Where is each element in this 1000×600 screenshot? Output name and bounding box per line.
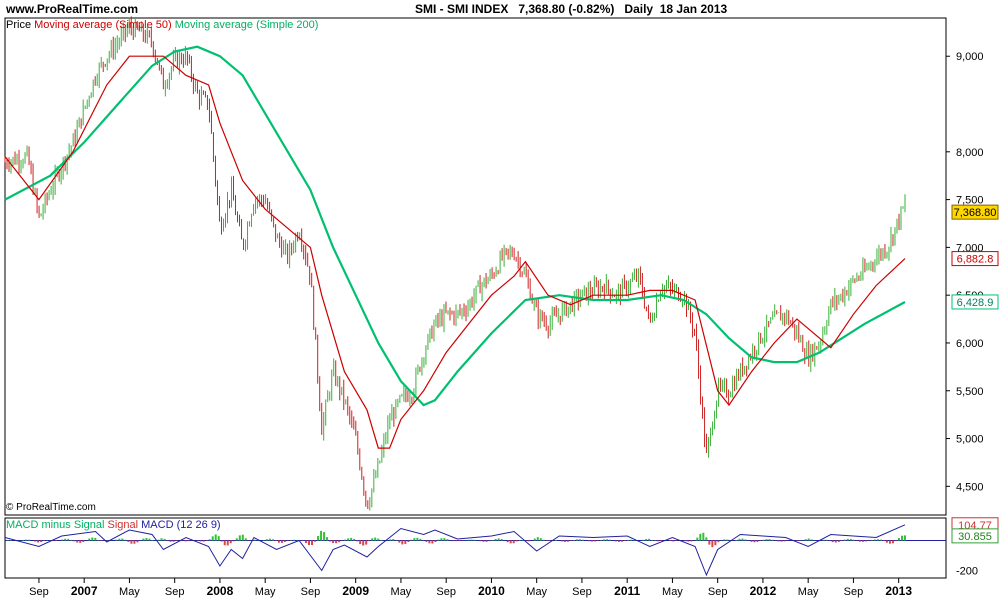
price-candles	[4, 16, 906, 511]
price-legend: Price Moving average (Simple 50) Moving …	[6, 19, 318, 31]
last-ma200-tag-box	[951, 294, 999, 310]
last-price-tag: 7,368.80	[954, 207, 997, 219]
x-tick-label: May	[255, 586, 276, 598]
x-tick-label: 2010	[478, 584, 505, 598]
x-tick-label: May	[119, 586, 140, 598]
price-y-axis: 9,0008,0007,5007,0006,5006,0005,5005,000…	[946, 51, 984, 493]
legend-ma50: Moving average (Simple 50)	[34, 19, 172, 31]
last-ma200-tag: 6,428.9	[957, 297, 994, 309]
x-tick-label: 2011	[614, 584, 640, 598]
copyright-label: © ProRealTime.com	[6, 502, 96, 513]
x-tick-label: Sep	[436, 586, 456, 598]
x-tick-label: May	[526, 586, 547, 598]
legend-macd: MACD (12 26 9)	[141, 519, 221, 531]
x-tick-label: 2013	[885, 584, 912, 598]
y-tick-label: 9,000	[956, 51, 984, 63]
last-ma50-tag-box	[951, 251, 999, 267]
chart-title: SMI - SMI INDEX 7,368.80 (-0.82%) Daily …	[415, 2, 728, 16]
last-price-tag-box	[951, 204, 999, 220]
x-tick-label: Sep	[708, 586, 728, 598]
price-panel-frame	[4, 17, 947, 516]
x-tick-label: 2012	[750, 584, 777, 598]
last-signal-tag: 30.855	[958, 531, 992, 543]
x-tick-label: Sep	[572, 586, 592, 598]
ma50-line	[4, 55, 906, 449]
y-tick-label: 4,500	[956, 481, 984, 493]
ma200-line	[4, 45, 906, 407]
y-tick-label: 6,000	[956, 338, 984, 350]
y-tick-label: 7,500	[956, 195, 984, 207]
chart-header: www.ProRealTime.com SMI - SMI INDEX 7,36…	[0, 0, 1000, 18]
legend-macd-signal: Signal	[107, 519, 139, 531]
x-tick-label: May	[662, 586, 683, 598]
site-name: www.ProRealTime.com	[6, 2, 139, 16]
x-tick-label: 2007	[71, 584, 98, 598]
y-tick-label: 5,000	[956, 434, 984, 446]
macd-series: -200	[4, 524, 978, 578]
x-tick-label: Sep	[844, 586, 864, 598]
legend-macd-hist: MACD minus Signal	[6, 519, 105, 531]
last-ma50-tag: 6,882.8	[957, 254, 994, 266]
macd-y-tick-label: -200	[956, 566, 978, 578]
x-tick-label: 2008	[207, 584, 234, 598]
legend-ma200: Moving average (Simple 200)	[174, 19, 319, 31]
y-tick-label: 5,500	[956, 386, 984, 398]
last-signal-tag-box	[951, 528, 999, 544]
x-tick-label: Sep	[29, 586, 49, 598]
macd-line	[4, 524, 906, 577]
macd-legend: MACD minus Signal Signal MACD (12 26 9)	[6, 519, 221, 531]
x-tick-label: Sep	[301, 586, 321, 598]
x-tick-label: May	[391, 586, 412, 598]
x-tick-label: 2009	[342, 584, 369, 598]
y-tick-label: 8,000	[956, 147, 984, 159]
legend-price: Price	[6, 19, 32, 31]
x-tick-label: Sep	[165, 586, 185, 598]
price-lines	[4, 45, 906, 449]
x-tick-label: May	[798, 586, 819, 598]
x-axis: Sep 2007 May Sep 2008 May Sep 2009 May Sep 2010 May…	[29, 578, 912, 598]
